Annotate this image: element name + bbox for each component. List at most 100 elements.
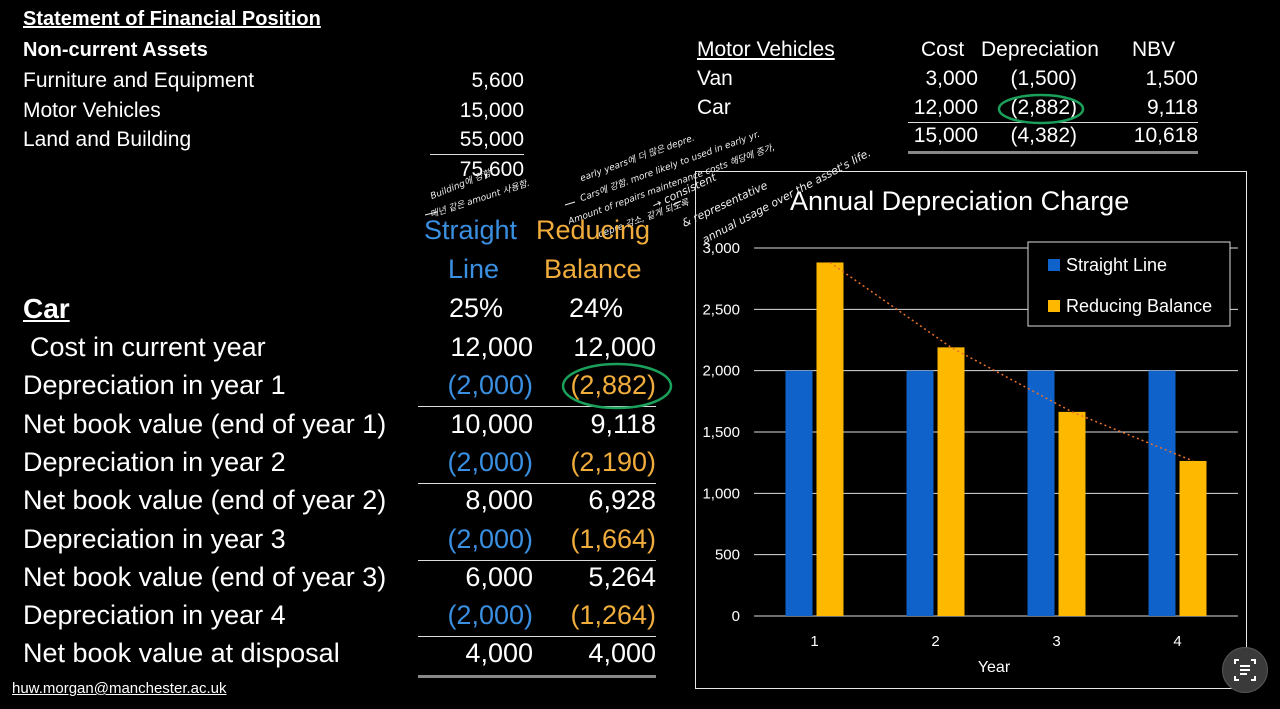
mv-row-nbv: 1,500 (1145, 67, 1198, 90)
bar-reducing-balance (1058, 411, 1086, 616)
highlight-circle-year1 (561, 362, 673, 410)
x-tick-label: 3 (1052, 633, 1060, 650)
mv-header-depreciation: Depreciation (981, 38, 1099, 61)
contact-email[interactable]: huw.morgan@manchester.ac.uk (12, 680, 227, 697)
scan-text-button[interactable] (1222, 647, 1268, 693)
row-label: Depreciation in year 1 (23, 370, 286, 401)
row-label: Net book value at disposal (23, 638, 340, 669)
sofp-total: 75,600 (459, 158, 524, 181)
chart-frame (695, 171, 1247, 689)
y-tick-label: 0 (732, 608, 740, 625)
y-tick-label: 1,000 (702, 485, 740, 502)
row-label: Depreciation in year 3 (23, 523, 286, 554)
sofp-row-value: 55,000 (459, 128, 524, 151)
sofp-row-value: 15,000 (459, 99, 524, 122)
mv-row-cost: 12,000 (913, 96, 978, 119)
mv-total-rule (908, 151, 1198, 154)
mv-row-label: Car (697, 96, 731, 119)
rate-reducing-balance: 24% (568, 293, 623, 323)
bar-straight-line (906, 370, 934, 616)
mv-row-label: Van (697, 67, 733, 90)
bar-reducing-balance (1179, 460, 1207, 616)
col-straight-line-head-2: Line (448, 254, 500, 284)
col-reducing-balance-head-1: Reducing (536, 215, 651, 245)
scan-text-icon (1234, 659, 1256, 681)
mv-row-cost: 3,000 (925, 67, 978, 90)
straight-line-value: (2,000) (447, 446, 533, 477)
bar-reducing-balance (816, 262, 844, 616)
reducing-balance-value: 5,264 (588, 561, 656, 592)
subtotal-rule (418, 482, 656, 484)
mv-row-dep: (2,882) (1010, 96, 1077, 119)
row-label: Net book value (end of year 2) (23, 485, 387, 516)
reducing-balance-value: 9,118 (590, 408, 656, 439)
x-tick-label: 2 (931, 633, 939, 650)
reducing-balance-value: (2,882) (570, 370, 656, 401)
sofp-row-label: Furniture and Equipment (23, 69, 255, 92)
mv-row-nbv: 9,118 (1147, 96, 1198, 119)
highlight-circle-car-dep (997, 93, 1085, 125)
legend-swatch-straight-line (1048, 259, 1060, 271)
col-reducing-balance-head-2: Balance (544, 254, 642, 284)
subtotal-rule (418, 636, 656, 638)
straight-line-value: (2,000) (447, 370, 533, 401)
mv-total-dep: (4,382) (1010, 124, 1077, 147)
legend-label-straight-line: Straight Line (1066, 255, 1167, 275)
handwritten-notes (424, 200, 682, 216)
legend-swatch-reducing-balance (1048, 300, 1060, 312)
legend-box (1027, 241, 1231, 327)
x-axis-label: Year (978, 659, 1011, 676)
bar-straight-line (1027, 370, 1055, 616)
bar-reducing-balance (937, 347, 965, 616)
straight-line-value: 10,000 (450, 408, 533, 439)
mv-title: Motor Vehicles (697, 38, 835, 61)
reducing-balance-value: 6,928 (588, 485, 656, 516)
sofp-row-label: Motor Vehicles (23, 99, 161, 122)
reducing-balance-value: 4,000 (588, 638, 656, 669)
sofp-subtitle: Non-current Assets (23, 39, 208, 61)
row-label: Depreciation in year 4 (23, 600, 286, 631)
bar-straight-line (1148, 370, 1176, 616)
straight-line-value: (2,000) (447, 600, 533, 631)
sofp-row-label: Land and Building (23, 128, 192, 151)
mv-row-dep: (1,500) (1010, 67, 1077, 90)
row-label: Cost in current year (30, 332, 266, 362)
x-tick-label: 4 (1173, 633, 1181, 650)
y-tick-label: 2,500 (702, 301, 740, 318)
trendline-reducing-balance (829, 261, 1194, 462)
reducing-balance-value: (2,190) (570, 446, 656, 477)
straight-line-value: 6,000 (465, 561, 533, 592)
rate-straight-line: 25% (448, 293, 503, 323)
mv-total-nbv: 10,618 (1133, 124, 1198, 147)
y-tick-label: 500 (715, 547, 740, 564)
mv-header-cost: Cost (921, 38, 965, 61)
straight-line-value: (2,000) (447, 523, 533, 554)
straight-line-value: 8,000 (465, 485, 533, 516)
mv-header-nbv: NBV (1132, 38, 1176, 61)
row-label: Net book value (end of year 1) (23, 408, 387, 439)
sofp-row-value: 5,600 (471, 69, 524, 92)
subtotal-rule (418, 406, 656, 408)
asset-name: Car (23, 293, 70, 324)
legend-label-reducing-balance: Reducing Balance (1066, 296, 1212, 316)
straight-line-value: 12,000 (450, 332, 533, 362)
mv-total-cost: 15,000 (913, 124, 978, 147)
sofp-total-rule (430, 154, 524, 155)
final-total-rule (418, 674, 656, 678)
y-tick-label: 1,500 (702, 424, 740, 441)
subtotal-rule (418, 559, 656, 561)
chart-title: Annual Depreciation Charge (790, 186, 1130, 216)
col-straight-line-head-1: Straight (424, 215, 518, 245)
row-label: Net book value (end of year 3) (23, 561, 387, 592)
straight-line-value: 4,000 (465, 638, 533, 669)
sofp-title: Statement of Financial Position (23, 8, 321, 30)
reducing-balance-value: 12,000 (573, 332, 656, 362)
y-tick-label: 3,000 (702, 240, 740, 257)
reducing-balance-value: (1,664) (570, 523, 656, 554)
bar-straight-line (785, 370, 813, 616)
x-tick-label: 1 (810, 633, 818, 650)
reducing-balance-value: (1,264) (570, 600, 656, 631)
row-label: Depreciation in year 2 (23, 446, 286, 477)
y-tick-label: 2,000 (702, 363, 740, 380)
chart-plot: 0 500 1,000 1,500 2,000 2,500 3,000 1 2 3 4 Year Str… (702, 240, 1238, 676)
